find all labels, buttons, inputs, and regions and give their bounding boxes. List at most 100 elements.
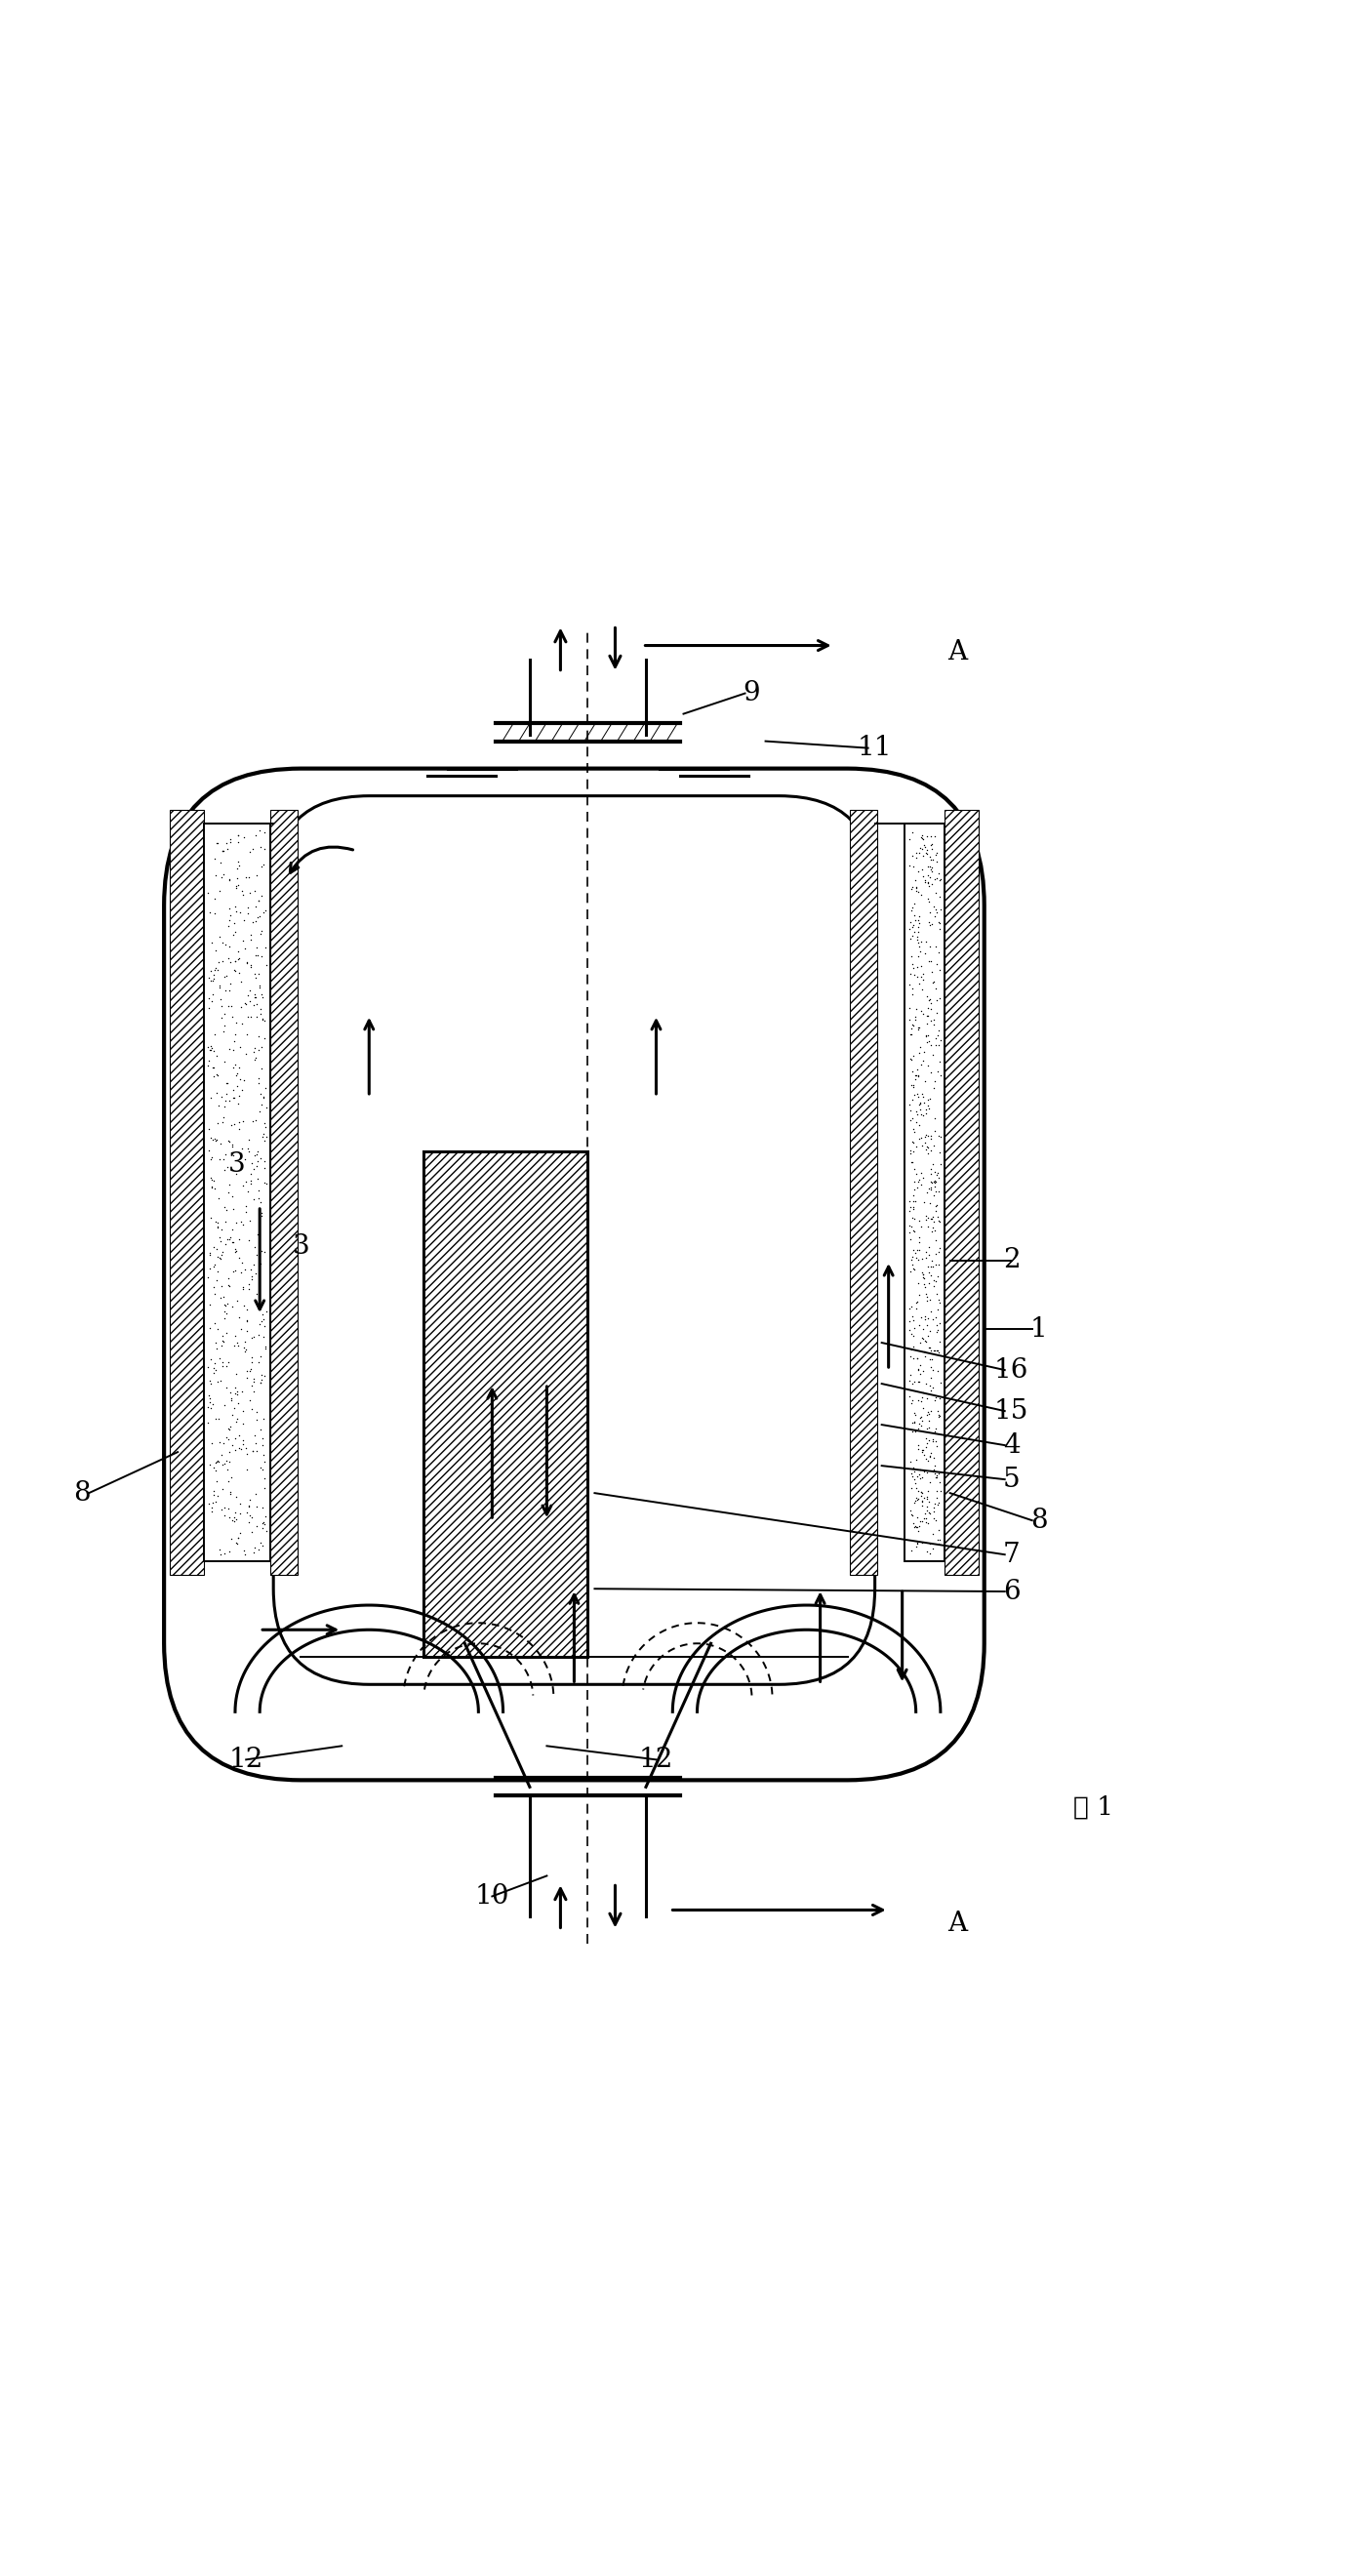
Point <box>220 1517 242 1558</box>
Point <box>256 1291 278 1332</box>
Point <box>211 1103 232 1144</box>
Point <box>223 1221 245 1262</box>
Point <box>919 837 940 878</box>
Point <box>238 858 260 899</box>
Point <box>901 1401 923 1443</box>
Point <box>910 922 932 963</box>
Point <box>241 1512 262 1553</box>
Point <box>901 1468 923 1510</box>
Point <box>223 1502 245 1543</box>
Point <box>226 868 247 909</box>
Point <box>906 1522 928 1564</box>
Point <box>910 956 932 997</box>
Point <box>912 1257 934 1298</box>
Point <box>227 1522 249 1564</box>
Point <box>910 989 932 1030</box>
Point <box>924 1167 946 1208</box>
Point <box>915 1296 936 1337</box>
Point <box>219 1497 241 1538</box>
Point <box>920 1370 942 1412</box>
Point <box>925 979 947 1020</box>
Point <box>908 1077 930 1118</box>
Point <box>230 961 252 1002</box>
Point <box>215 1285 236 1327</box>
Point <box>925 832 947 873</box>
Point <box>216 1448 238 1489</box>
Point <box>224 1316 246 1358</box>
Point <box>249 966 271 1007</box>
Point <box>928 1280 950 1321</box>
Point <box>221 1425 243 1466</box>
Point <box>247 1530 269 1571</box>
Point <box>915 1494 936 1535</box>
Point <box>908 1303 930 1345</box>
Point <box>204 948 226 989</box>
Text: 2: 2 <box>1003 1247 1020 1275</box>
Point <box>211 842 232 884</box>
Point <box>906 1507 928 1548</box>
Point <box>920 817 942 858</box>
Point <box>249 896 271 938</box>
Point <box>228 1077 250 1118</box>
Point <box>902 1211 924 1252</box>
Point <box>910 1432 932 1473</box>
Point <box>915 1427 936 1468</box>
Point <box>902 1502 924 1543</box>
Point <box>901 907 923 948</box>
Point <box>256 1162 278 1203</box>
Point <box>899 1337 921 1378</box>
Point <box>904 1458 925 1499</box>
Point <box>252 1450 273 1492</box>
Point <box>921 863 943 904</box>
Point <box>205 1461 227 1502</box>
Point <box>924 1097 946 1139</box>
Point <box>923 1265 945 1306</box>
Point <box>234 1332 256 1373</box>
Point <box>904 1504 925 1546</box>
Point <box>250 1360 272 1401</box>
Point <box>236 1298 258 1340</box>
Point <box>928 1378 950 1419</box>
Point <box>921 824 943 866</box>
Point <box>928 1115 950 1157</box>
Point <box>224 1012 246 1054</box>
Point <box>908 1350 930 1391</box>
Point <box>915 860 936 902</box>
Point <box>901 1530 923 1571</box>
Point <box>209 871 231 912</box>
Point <box>927 1051 949 1092</box>
Point <box>217 938 239 979</box>
Point <box>904 1481 925 1522</box>
Point <box>899 987 921 1028</box>
Point <box>924 1381 946 1422</box>
Point <box>917 1419 939 1461</box>
Point <box>232 1203 254 1244</box>
Point <box>208 917 230 958</box>
Point <box>905 1054 927 1095</box>
Point <box>919 866 940 907</box>
Point <box>219 1409 241 1450</box>
FancyBboxPatch shape <box>164 768 984 1780</box>
Point <box>256 943 278 984</box>
Point <box>927 1476 949 1517</box>
Point <box>227 1324 249 1365</box>
Point <box>920 1131 942 1172</box>
Point <box>211 1360 232 1401</box>
Point <box>901 1383 923 1425</box>
Point <box>223 1497 245 1538</box>
Point <box>200 1445 221 1486</box>
Point <box>920 1167 942 1208</box>
Point <box>906 1337 928 1378</box>
FancyBboxPatch shape <box>273 796 875 1685</box>
Point <box>917 1198 939 1239</box>
Point <box>234 1249 256 1291</box>
Point <box>220 1373 242 1414</box>
Point <box>901 1455 923 1497</box>
Point <box>206 1036 228 1077</box>
Point <box>923 1329 945 1370</box>
Point <box>915 832 936 873</box>
Point <box>916 863 938 904</box>
Point <box>205 1121 227 1162</box>
Point <box>905 1463 927 1504</box>
Point <box>215 1293 236 1334</box>
